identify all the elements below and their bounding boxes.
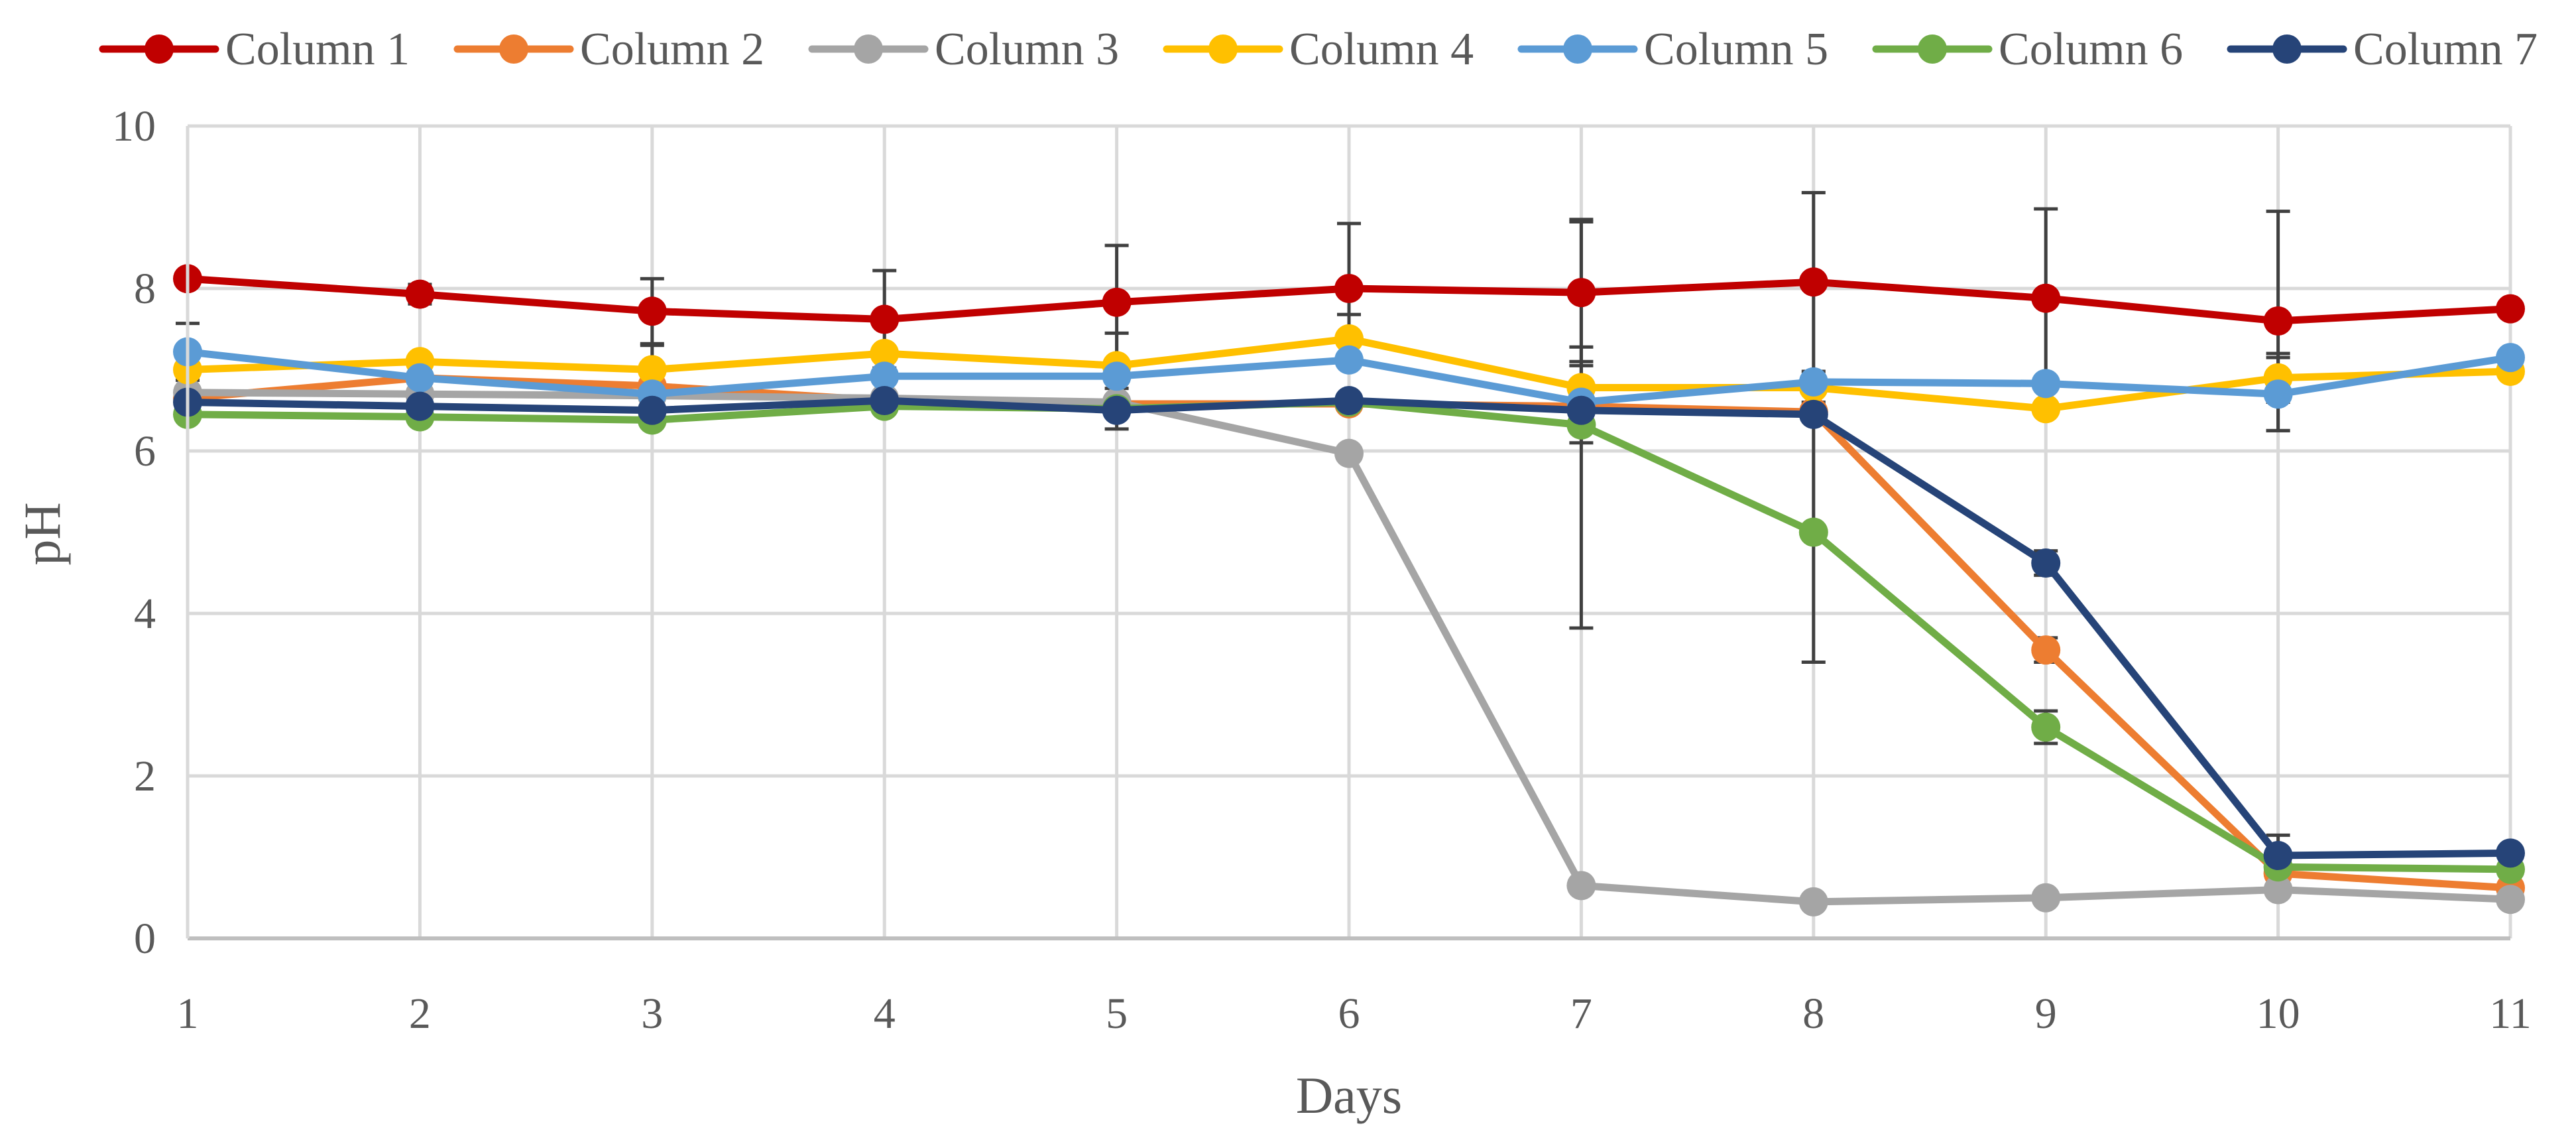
data-point [2496, 838, 2525, 868]
legend-label: Column 4 [1289, 24, 1474, 75]
legend-label: Column 1 [225, 24, 410, 75]
data-point [2496, 343, 2525, 373]
x-tick-label: 10 [2256, 989, 2300, 1038]
data-point [1334, 324, 1364, 353]
data-point [405, 279, 435, 309]
data-point [2031, 394, 2061, 424]
data-point [1102, 361, 1132, 391]
legend-item: Column 2 [453, 24, 764, 75]
legend-marker [2272, 34, 2302, 64]
legend-item: Column 6 [1872, 24, 2183, 75]
data-point [1798, 887, 1828, 917]
legend-item: Column 7 [2227, 24, 2538, 75]
data-point [1334, 274, 1364, 303]
x-axis-title: Days [1296, 1066, 1402, 1124]
data-point [1334, 345, 1364, 375]
legend-item: Column 4 [1163, 24, 1474, 75]
data-point [1102, 395, 1132, 425]
x-tick-label: 11 [2489, 989, 2532, 1038]
x-tick-label: 8 [1802, 989, 1824, 1038]
data-point [2496, 294, 2525, 324]
chart-legend: Column 1 Column 2 Column 3 Column 4 Column 5… [99, 24, 2538, 75]
data-point [870, 361, 900, 391]
data-point [1798, 399, 1828, 429]
data-point [1566, 278, 1596, 308]
data-point [870, 339, 900, 368]
y-tick-label: 6 [134, 427, 156, 475]
data-point [2263, 875, 2293, 905]
legend-marker [1208, 34, 1238, 64]
x-tick-label: 3 [641, 989, 663, 1038]
legend-item: Column 5 [1517, 24, 1828, 75]
data-point [1798, 517, 1828, 547]
series-column-7 [173, 386, 2525, 871]
x-tick-label: 7 [1570, 989, 1592, 1038]
legend-marker [1563, 34, 1592, 64]
y-axis-title: pH [13, 502, 71, 565]
data-point [1102, 287, 1132, 317]
legend-label: Column 3 [935, 24, 1119, 75]
legend-label: Column 7 [2353, 24, 2538, 75]
data-point [2031, 283, 2061, 313]
y-tick-label: 0 [134, 915, 156, 963]
legend-label: Column 2 [580, 24, 764, 75]
x-tick-label: 5 [1106, 989, 1128, 1038]
data-point [637, 355, 667, 385]
data-point [2496, 885, 2525, 915]
data-point [1798, 367, 1828, 397]
data-point [2031, 712, 2061, 742]
data-point [2263, 841, 2293, 871]
data-point [870, 304, 900, 334]
legend-item: Column 3 [808, 24, 1119, 75]
data-point [1798, 267, 1828, 297]
x-tick-label: 9 [2035, 989, 2057, 1038]
legend-item: Column 1 [99, 24, 410, 75]
y-tick-label: 4 [134, 590, 156, 638]
data-point [2263, 306, 2293, 336]
data-point [1566, 395, 1596, 425]
data-point [2031, 369, 2061, 399]
data-point [405, 363, 435, 393]
chart-series [173, 264, 2525, 917]
data-point [637, 395, 667, 425]
data-point [637, 296, 667, 326]
x-tick-label: 1 [177, 989, 199, 1038]
y-tick-label: 8 [134, 265, 156, 313]
data-point [1566, 871, 1596, 901]
data-point [2031, 883, 2061, 913]
legend-label: Column 5 [1644, 24, 1828, 75]
y-tick-label: 10 [112, 102, 156, 151]
data-point [870, 386, 900, 416]
data-point [2263, 379, 2293, 409]
legend-marker [499, 34, 528, 64]
x-tick-label: 6 [1338, 989, 1360, 1038]
x-tick-label: 4 [874, 989, 896, 1038]
legend-label: Column 6 [1999, 24, 2183, 75]
data-point [2031, 548, 2061, 578]
y-tick-label: 2 [134, 752, 156, 800]
legend-marker [1918, 34, 1947, 64]
legend-marker [145, 34, 174, 64]
data-point [2031, 635, 2061, 665]
data-point [405, 391, 435, 421]
legend-marker [854, 34, 883, 64]
data-point [1334, 438, 1364, 468]
data-point [1334, 386, 1364, 416]
x-tick-label: 2 [409, 989, 431, 1038]
